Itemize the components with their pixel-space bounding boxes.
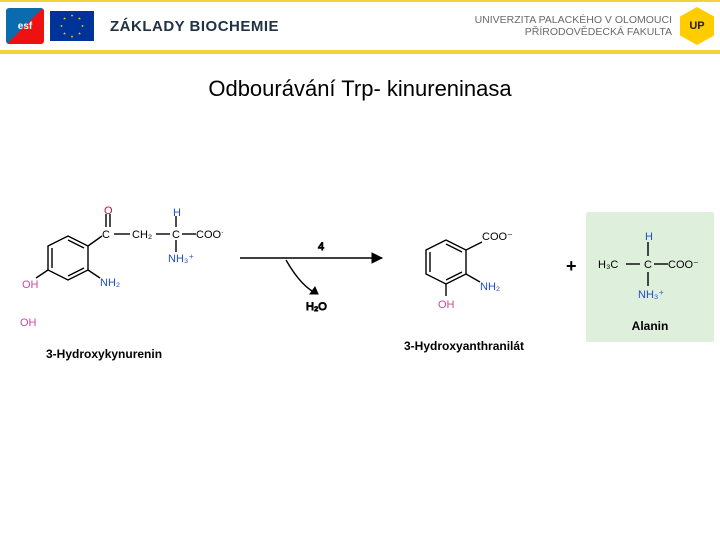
- substrate-label: 3-Hydroxykynurenin: [46, 347, 223, 361]
- p1-NH2: NH₂: [480, 281, 500, 293]
- header-left: esf ZÁKLADY BIOCHEMIE: [6, 8, 279, 44]
- reaction-arrow-icon: 4 H₂O: [236, 238, 396, 318]
- p1-OH: OH: [438, 299, 455, 311]
- up-shield-icon: UP: [680, 7, 714, 45]
- atom-NH2: NH₂: [100, 277, 120, 289]
- university-text: UNIVERZITA PALACKÉHO V OLOMOUCI PŘÍRODOV…: [475, 14, 672, 38]
- ala-COO: COO⁻: [668, 259, 699, 271]
- eu-flag-icon: [50, 11, 94, 41]
- molecule-substrate: C O CH₂ C H COO⁻ NH₃⁺: [18, 206, 223, 361]
- plus-sign: +: [566, 256, 577, 277]
- p1-COO: COO⁻: [482, 231, 513, 243]
- substrate-structure-icon: C O CH₂ C H COO⁻ NH₃⁺: [18, 206, 223, 338]
- slide-title: Odbourávání Trp- kinureninasa: [0, 76, 720, 102]
- header-right: UNIVERZITA PALACKÉHO V OLOMOUCI PŘÍRODOV…: [475, 7, 714, 45]
- ala-NH3: NH₃⁺: [638, 289, 664, 301]
- atom-C: C: [102, 229, 110, 241]
- product2-label: Alanin: [594, 319, 706, 333]
- atom-H: H: [173, 207, 181, 219]
- atom-O: O: [104, 206, 113, 217]
- atom-OH: OH: [22, 279, 39, 291]
- product1-label: 3-Hydroxyanthranilát: [404, 339, 564, 353]
- esf-logo-icon: esf: [6, 8, 44, 44]
- atom-OH-aside: OH: [20, 317, 37, 329]
- slide-page: esf ZÁKLADY BIOCHEMIE UNIVERZITA PALACKÉ…: [0, 0, 720, 540]
- university-line2: PŘÍRODOVĚDECKÁ FAKULTA: [475, 26, 672, 38]
- ala-H: H: [645, 231, 653, 243]
- product2-structure-icon: C H H₃C COO⁻ NH₃⁺: [594, 224, 706, 310]
- byproduct-label: H₂O: [306, 301, 327, 313]
- ala-H3C: H₃C: [598, 259, 618, 271]
- university-line1: UNIVERZITA PALACKÉHO V OLOMOUCI: [475, 14, 672, 26]
- atom-C2: C: [172, 229, 180, 241]
- atom-CH2: CH₂: [132, 229, 152, 241]
- molecule-product1: COO⁻ NH₂ OH 3-Hydroxyanthranilát: [404, 214, 564, 353]
- ala-C: C: [644, 259, 652, 271]
- atom-NH3: NH₃⁺: [168, 253, 194, 265]
- header-band: esf ZÁKLADY BIOCHEMIE UNIVERZITA PALACKÉ…: [0, 2, 720, 54]
- atom-COO: COO⁻: [196, 229, 223, 241]
- product1-structure-icon: COO⁻ NH₂ OH: [404, 214, 564, 334]
- step-number: 4: [318, 241, 324, 253]
- reaction-diagram: C O CH₂ C H COO⁻ NH₃⁺: [18, 206, 708, 386]
- molecule-product2: C H H₃C COO⁻ NH₃⁺ Alanin: [586, 212, 714, 342]
- course-title: ZÁKLADY BIOCHEMIE: [110, 18, 279, 35]
